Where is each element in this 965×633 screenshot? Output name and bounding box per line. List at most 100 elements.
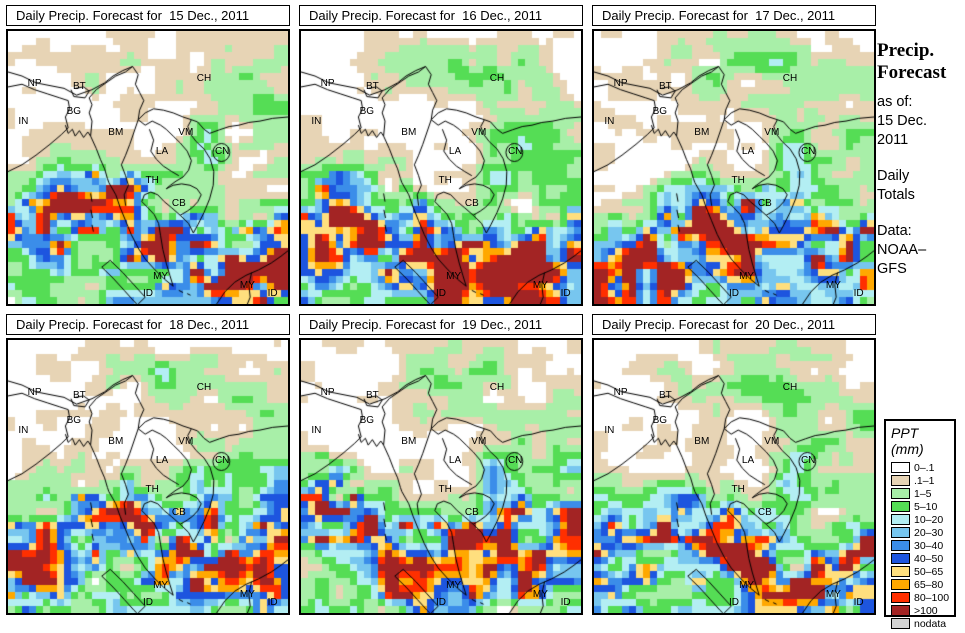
precip-map: NP BT BG IN BM VM LA CH CN TH CB MY ID MY ID <box>6 338 290 615</box>
sidebar-period-block: Daily Totals <box>877 167 965 205</box>
region-label-ch: CH <box>489 381 505 393</box>
region-label-in: IN <box>604 425 615 437</box>
region-label-th: TH <box>438 175 452 187</box>
panel-title: Daily Precip. Forecast for 15 Dec., 2011 <box>6 5 290 26</box>
region-label-in: IN <box>18 116 29 128</box>
legend-label: 40–50 <box>914 552 944 565</box>
precip-raster <box>301 340 581 613</box>
region-label-bt: BT <box>73 389 86 401</box>
legend-row: 10–20 <box>891 513 954 526</box>
region-labels: NP BT BG IN BM VM LA CH CN TH CB MY ID MY ID <box>301 31 581 304</box>
region-label-ch: CH <box>196 381 212 393</box>
legend-row: 5–10 <box>891 500 954 513</box>
region-label-vm: VM <box>178 127 194 139</box>
precip-map: NP BT BG IN BM VM LA CH CN TH CB MY ID MY ID <box>6 29 290 306</box>
precip-raster <box>301 31 581 304</box>
region-label-my: MY <box>825 589 841 601</box>
panel-title-text: Daily Precip. Forecast for 17 Dec., 2011 <box>602 8 836 23</box>
legend-label: 5–10 <box>914 500 938 513</box>
legend-label: 20–30 <box>914 526 944 539</box>
legend-label: 1–5 <box>914 487 932 500</box>
region-labels: NP BT BG IN BM VM LA CH CN TH CB MY ID MY ID <box>594 340 874 613</box>
legend-label: nodata <box>914 617 947 630</box>
legend-row: 20–30 <box>891 526 954 539</box>
legend-swatch <box>891 488 910 499</box>
region-labels: NP BT BG IN BM VM LA CH CN TH CB MY ID MY ID <box>594 31 874 304</box>
region-label-id: ID <box>143 288 153 300</box>
region-label-in: IN <box>604 116 615 128</box>
legend-row: >100 <box>891 604 954 617</box>
panel-title: Daily Precip. Forecast for 17 Dec., 2011 <box>592 5 876 26</box>
forecast-panel-16dec: Daily Precip. Forecast for 16 Dec., 2011… <box>299 5 583 306</box>
region-label-cb: CB <box>171 198 186 210</box>
legend-swatch <box>891 566 910 577</box>
region-label-vm: VM <box>178 436 194 448</box>
region-label-cb: CB <box>464 198 479 210</box>
sidebar-source-line1: NOAA– <box>877 242 927 258</box>
sidebar-source-block: Data: NOAA– GFS <box>877 222 965 279</box>
region-label-cn: CN <box>214 455 230 467</box>
legend-label: 30–40 <box>914 539 944 552</box>
legend-label: 80–100 <box>914 591 950 604</box>
region-label-id: ID <box>853 597 864 609</box>
region-label-my: MY <box>239 280 255 292</box>
region-label-bt: BT <box>366 80 379 92</box>
region-label-bg: BG <box>66 414 82 426</box>
region-label-vm: VM <box>764 436 780 448</box>
region-label-my: MY <box>532 280 548 292</box>
legend-label: 50–65 <box>914 565 944 578</box>
region-label-np: NP <box>320 387 335 399</box>
region-label-my: MY <box>239 589 255 601</box>
legend-label: >100 <box>914 604 938 617</box>
region-label-cb: CB <box>757 198 772 210</box>
panel-title: Daily Precip. Forecast for 18 Dec., 2011 <box>6 314 290 335</box>
precip-map: NP BT BG IN BM VM LA CH CN TH CB MY ID MY ID <box>592 29 876 306</box>
region-label-bt: BT <box>73 80 86 92</box>
legend-swatch <box>891 592 910 603</box>
region-label-my: MY <box>739 270 755 282</box>
legend-row: 80–100 <box>891 591 954 604</box>
legend-label: 10–20 <box>914 513 944 526</box>
legend-title: PPT (mm) <box>891 425 924 457</box>
region-label-la: LA <box>155 146 169 158</box>
region-label-np: NP <box>27 78 42 90</box>
region-label-th: TH <box>438 484 452 496</box>
region-label-th: TH <box>731 484 745 496</box>
region-label-id: ID <box>267 597 278 609</box>
panel-title: Daily Precip. Forecast for 19 Dec., 2011 <box>299 314 583 335</box>
sidebar-asof-block: as of: 15 Dec. 2011 <box>877 93 965 150</box>
region-label-la: LA <box>448 146 462 158</box>
precip-raster <box>594 340 874 613</box>
legend-swatch <box>891 540 910 551</box>
region-label-id: ID <box>436 288 446 300</box>
region-label-bt: BT <box>659 80 672 92</box>
region-label-id: ID <box>143 597 153 609</box>
panel-title-text: Daily Precip. Forecast for 19 Dec., 2011 <box>309 317 543 332</box>
region-label-id: ID <box>436 597 446 609</box>
legend-row: 50–65 <box>891 565 954 578</box>
region-label-ch: CH <box>489 72 505 84</box>
region-label-ch: CH <box>782 72 798 84</box>
precip-legend: PPT (mm) 0–.1.1–1 1–5 5–10 10–20 20–30 30–40 4… <box>884 419 956 630</box>
legend-swatch <box>891 618 910 629</box>
legend-label: 0–.1 <box>914 461 935 474</box>
region-label-cb: CB <box>464 507 479 519</box>
panel-title-text: Daily Precip. Forecast for 18 Dec., 2011 <box>16 317 250 332</box>
precip-raster <box>8 31 288 304</box>
precip-map: NP BT BG IN BM VM LA CH CN TH CB MY ID MY ID <box>299 29 583 306</box>
region-label-np: NP <box>27 387 42 399</box>
forecast-panel-20dec: Daily Precip. Forecast for 20 Dec., 2011… <box>592 314 876 615</box>
precip-map: NP BT BG IN BM VM LA CH CN TH CB MY ID MY ID <box>592 338 876 615</box>
region-label-vm: VM <box>471 436 487 448</box>
region-label-np: NP <box>613 387 628 399</box>
region-label-bg: BG <box>652 105 668 117</box>
region-label-cb: CB <box>757 507 772 519</box>
region-labels: NP BT BG IN BM VM LA CH CN TH CB MY ID MY ID <box>8 340 288 613</box>
region-label-in: IN <box>311 116 322 128</box>
sidebar-date-line1: 15 Dec. <box>877 113 927 129</box>
region-label-id: ID <box>560 288 571 300</box>
legend-swatch <box>891 462 910 473</box>
region-label-th: TH <box>145 175 159 187</box>
legend-row: .1–1 <box>891 474 954 487</box>
